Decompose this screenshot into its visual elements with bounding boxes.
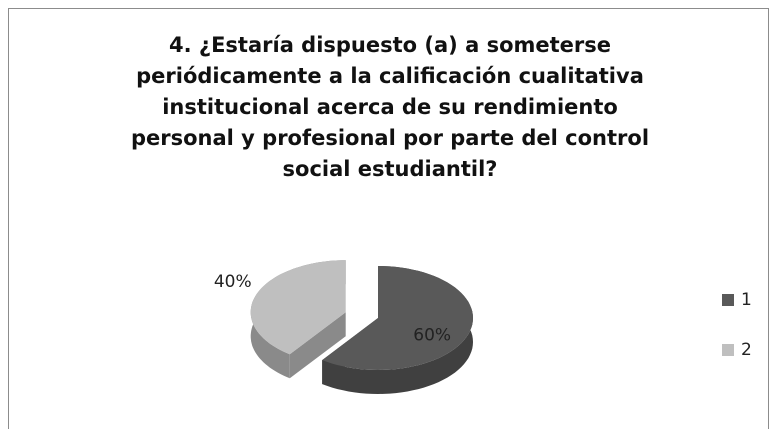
slice-side (289, 312, 346, 379)
slice (322, 266, 473, 370)
chart-title: 4. ¿Estaría dispuesto (a) a someterse pe… (130, 33, 650, 181)
slice (250, 260, 346, 355)
data-label: 40% (214, 272, 252, 292)
data-label: 60% (413, 326, 451, 346)
legend-label: 2 (741, 340, 752, 360)
legend-label: 1 (741, 290, 752, 310)
chart-frame (8, 8, 769, 429)
legend-swatch (722, 294, 734, 306)
legend-swatch (722, 344, 734, 356)
